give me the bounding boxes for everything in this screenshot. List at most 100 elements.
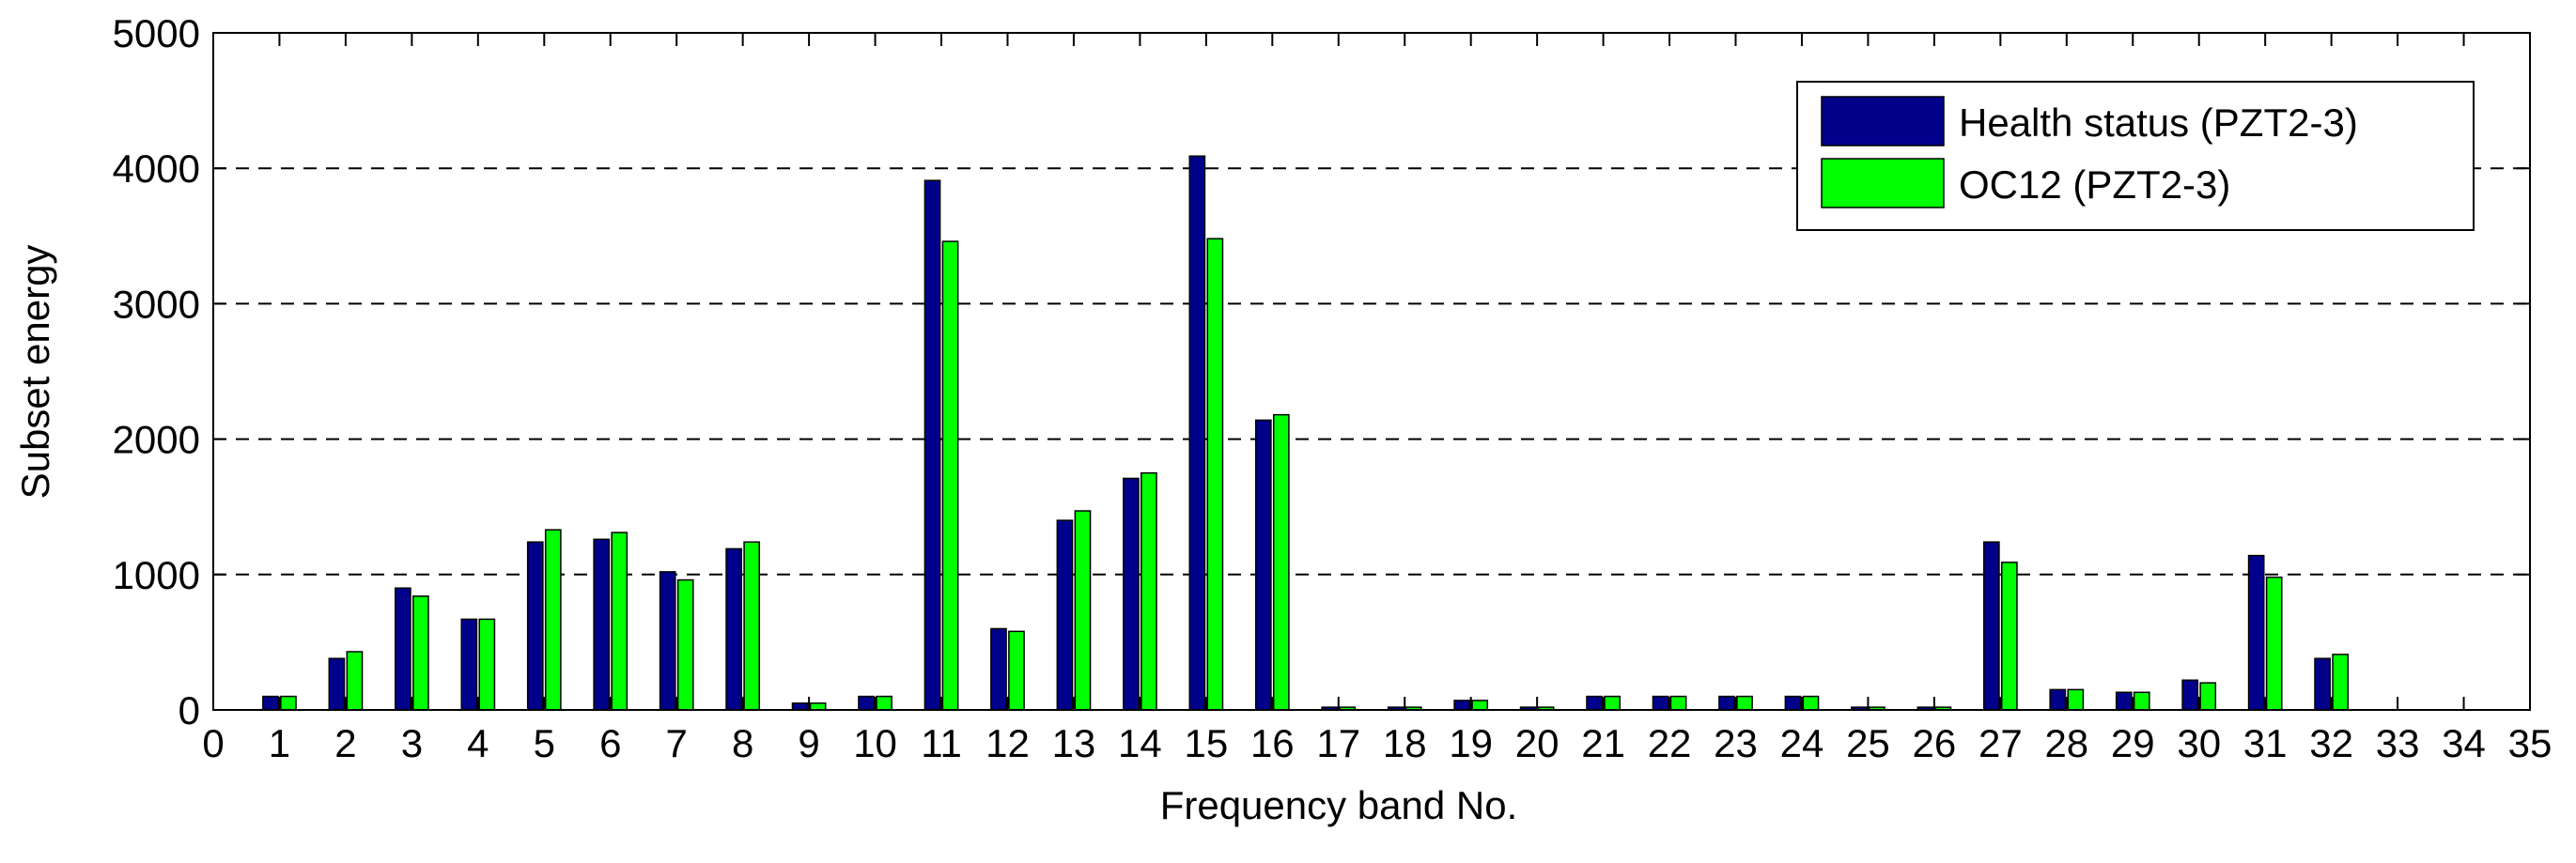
x-tick-label: 8: [732, 721, 753, 765]
bar: [1453, 700, 1471, 711]
x-tick-label: 4: [467, 721, 489, 765]
bar: [1802, 695, 1820, 711]
bar: [1008, 630, 1025, 711]
bar: [1784, 695, 1802, 711]
y-tick-label: 3000: [113, 282, 200, 326]
y-tick-label: 1000: [113, 553, 200, 597]
x-tick-label: 27: [1979, 721, 2023, 765]
x-tick-label: 18: [1383, 721, 1427, 765]
bar: [526, 541, 544, 711]
bar: [2181, 679, 2199, 711]
x-tick-label: 35: [2508, 721, 2553, 765]
bar: [1206, 238, 1224, 711]
bar: [809, 702, 827, 711]
bar: [2314, 657, 2331, 711]
y-tick-label: 4000: [113, 146, 200, 191]
bar: [1141, 471, 1157, 711]
x-tick-label: 6: [599, 721, 621, 765]
bar: [1718, 695, 1735, 711]
x-tick-label: 25: [1846, 721, 1890, 765]
bar: [1604, 695, 1621, 711]
bar: [2265, 576, 2283, 711]
legend-swatch: [1821, 96, 1945, 146]
bar: [1586, 695, 1603, 711]
bar: [1652, 695, 1669, 711]
x-tick-label: 16: [1250, 721, 1295, 765]
bar: [2247, 554, 2265, 711]
x-tick-label: 24: [1780, 721, 1824, 765]
x-tick-label: 30: [2177, 721, 2221, 765]
y-axis-label: Subset energy: [13, 245, 57, 500]
x-tick-label: 34: [2442, 721, 2486, 765]
bar: [725, 547, 742, 711]
x-tick-label: 14: [1118, 721, 1162, 765]
bar: [676, 578, 694, 711]
x-tick-label: 17: [1316, 721, 1360, 765]
x-tick-label: 7: [666, 721, 688, 765]
bar: [858, 695, 875, 711]
bar: [2133, 691, 2150, 711]
x-tick-label: 22: [1648, 721, 1692, 765]
x-tick-label: 0: [202, 721, 224, 765]
x-tick-label: 21: [1581, 721, 1625, 765]
bar: [659, 571, 676, 711]
x-tick-label: 23: [1714, 721, 1758, 765]
bar: [478, 618, 496, 711]
bar: [1056, 519, 1074, 711]
bar: [2199, 682, 2217, 711]
bar: [2001, 562, 2018, 711]
x-tick-label: 3: [401, 721, 423, 765]
bar: [990, 627, 1007, 711]
bar: [923, 179, 941, 711]
bar: [2115, 691, 2133, 711]
bar: [2332, 654, 2349, 711]
x-tick-label: 1: [269, 721, 290, 765]
x-tick-label: 33: [2376, 721, 2420, 765]
bar: [460, 618, 478, 711]
x-tick-label: 29: [2111, 721, 2155, 765]
bar: [1188, 155, 1206, 711]
bar: [941, 240, 959, 711]
y-tick-label: 0: [178, 688, 200, 732]
bar: [1272, 413, 1290, 711]
x-tick-label: 19: [1449, 721, 1493, 765]
legend-label: Health status (PZT2-3): [1959, 100, 2358, 145]
bar: [1736, 695, 1753, 711]
bar: [876, 695, 892, 711]
bar: [611, 532, 628, 711]
x-tick-label: 26: [1913, 721, 1957, 765]
bar: [328, 657, 346, 711]
bar: [412, 595, 429, 711]
bar: [2049, 688, 2067, 711]
x-tick-label: 9: [798, 721, 819, 765]
bar: [2067, 688, 2085, 711]
bar: [791, 702, 809, 711]
bar: [593, 538, 611, 711]
x-axis-label: Frequency band No.: [1160, 783, 1518, 827]
bar: [1471, 700, 1489, 711]
bar: [346, 651, 364, 711]
bar: [1982, 541, 2000, 711]
x-tick-label: 20: [1515, 721, 1560, 765]
bar: [262, 695, 279, 711]
x-tick-label: 11: [921, 721, 962, 765]
bar: [1669, 695, 1687, 711]
x-tick-label: 10: [853, 721, 897, 765]
bar: [395, 587, 411, 711]
bar: [1074, 510, 1092, 711]
x-tick-label: 2: [334, 721, 356, 765]
bar: [544, 529, 562, 711]
x-tick-label: 28: [2044, 721, 2088, 765]
bar: [1254, 419, 1272, 711]
x-tick-label: 15: [1184, 721, 1228, 765]
bar: [1123, 477, 1140, 711]
x-tick-label: 5: [534, 721, 555, 765]
x-tick-label: 13: [1052, 721, 1096, 765]
y-tick-label: 2000: [113, 418, 200, 462]
x-tick-label: 31: [2243, 721, 2288, 765]
bar: [743, 541, 761, 711]
x-tick-label: 32: [2309, 721, 2353, 765]
legend-swatch: [1821, 158, 1945, 208]
